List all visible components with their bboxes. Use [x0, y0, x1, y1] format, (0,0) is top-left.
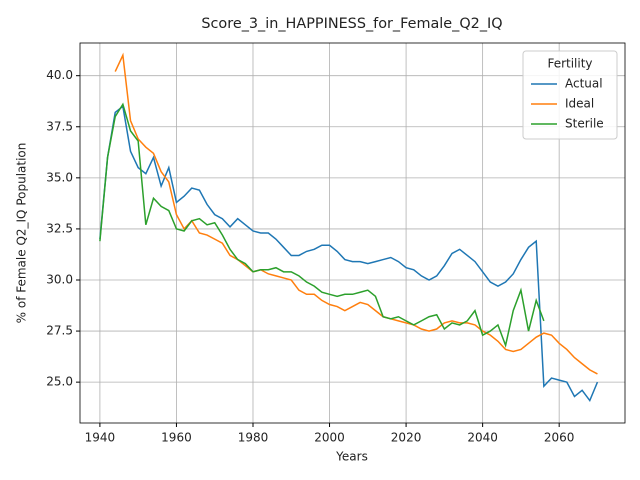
line-series — [114, 52, 598, 375]
x-tick-label: 2040 — [467, 431, 498, 445]
y-tick-label: 25.0 — [46, 375, 73, 389]
y-tick-label: 32.5 — [46, 221, 73, 235]
y-axis-label: % of Female Q2_IQ Population — [15, 143, 29, 324]
y-tick-label: 35.0 — [46, 170, 73, 184]
line-series — [99, 102, 545, 349]
x-tick-label: 2000 — [314, 431, 345, 445]
x-tick-label: 2020 — [391, 431, 422, 445]
y-tick-label: 40.0 — [46, 68, 73, 82]
x-tick-label: 1980 — [238, 431, 269, 445]
y-tick-label: 27.5 — [46, 324, 73, 338]
x-tick-label: 1960 — [161, 431, 192, 445]
x-tick-label: 1940 — [85, 431, 116, 445]
legend-label: Sterile — [565, 117, 604, 131]
legend-title: Fertility — [547, 57, 592, 71]
legend-label: Ideal — [565, 97, 594, 111]
y-tick-label: 30.0 — [46, 272, 73, 286]
plot-frame — [79, 42, 626, 424]
x-tick-label: 2060 — [544, 431, 575, 445]
chart-title: Score_3_in_HAPPINESS_for_Female_Q2_IQ — [201, 16, 502, 32]
x-axis-label: Years — [335, 450, 368, 464]
legend-box — [522, 50, 618, 140]
line-series — [99, 104, 599, 403]
y-tick-label: 37.5 — [46, 119, 73, 133]
legend-label: Actual — [565, 77, 603, 91]
